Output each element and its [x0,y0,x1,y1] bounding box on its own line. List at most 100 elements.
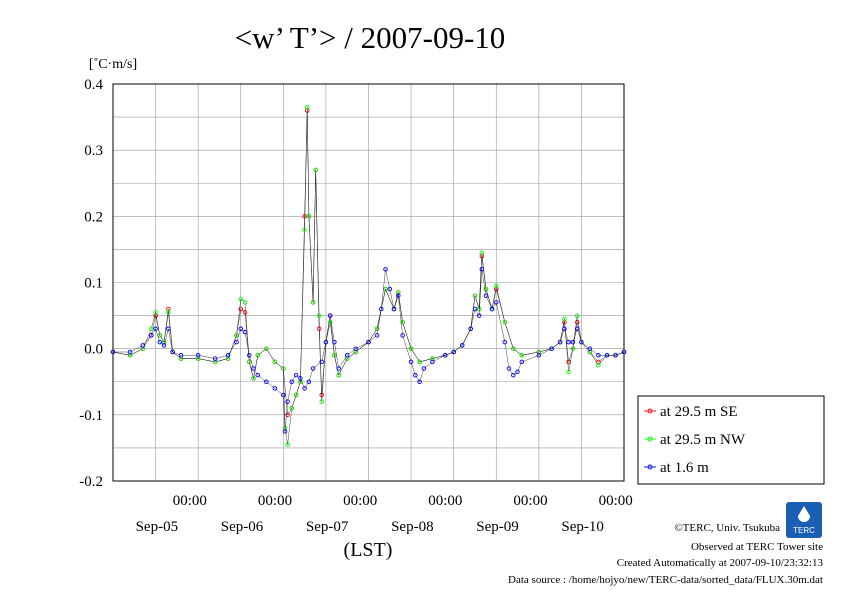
series-point [234,333,239,338]
logo-text: TERC [793,526,815,535]
series-point [140,343,146,348]
series-point [413,372,418,378]
series-point [282,429,288,434]
series-point [251,366,256,371]
series-point [242,310,248,315]
legend-swatch-marker [647,408,653,414]
series-point [336,366,341,371]
series-point [549,346,554,351]
credit-source: Data source : /home/hojyo/new/TERC-data/… [508,574,823,586]
series-point [417,359,422,365]
credit-copyright: ©TERC, Univ. Tsukuba [674,522,780,534]
legend-swatch-marker [647,436,653,442]
x-tick-date: Sep-07 [306,519,349,535]
series-point [238,306,244,312]
series-point [476,313,482,318]
legend-swatch-marker [647,464,653,470]
series-point [316,326,322,332]
series-point [536,353,542,358]
series-point [247,359,252,365]
series-point [225,353,231,358]
series-point [234,339,239,345]
series-point [489,306,495,312]
legend-label: at 29.5 m NW [660,432,746,448]
series-point [472,293,478,298]
series-point [494,300,499,305]
series-point [306,379,312,385]
series-point [396,293,401,298]
x-tick-time: 00:00 [258,493,292,509]
series-point [298,376,303,381]
series-point [511,346,516,351]
series-point [238,296,244,302]
x-tick-time: 00:00 [343,493,377,509]
series-point [483,286,489,292]
series-point [566,369,571,375]
series-point [383,267,388,272]
series-point [323,339,329,345]
series-point [483,293,489,298]
chart-title: <w’ T’> / 2007-09-10 [235,20,506,55]
y-tick-label: 0.2 [84,209,103,225]
series-point [238,326,244,332]
series-point [319,399,324,404]
series-point [353,346,358,351]
series-point [613,353,618,358]
series-point [408,346,414,351]
x-tick-date: Sep-10 [561,519,604,535]
series-point [391,306,397,312]
series-point [430,359,435,365]
series-line [113,269,625,432]
series-point [255,353,261,358]
credit-site: Observed at TERC Tower site [691,541,823,553]
series-point [570,346,576,351]
terc-logo: TERC [786,502,822,538]
series-point [178,353,184,358]
y-tick-label: 0.1 [84,276,103,292]
legend-label: at 1.6 m [660,460,709,476]
series-point [519,359,525,365]
series-group [110,104,627,447]
series-point [408,359,414,365]
y-tick-label: 0.3 [84,143,103,159]
y-tick-label: -0.2 [79,474,103,490]
series-point [251,376,256,381]
series-point [442,353,448,358]
grid [113,84,624,481]
series-point [310,366,316,371]
water-drop-icon [798,506,810,522]
x-tick-time: 00:00 [428,493,462,509]
series-point [574,313,580,318]
series-point [285,412,290,418]
series-point [285,399,290,404]
series-point [604,353,610,358]
series-point [272,359,278,365]
series-point [562,316,567,322]
series-point [502,339,508,345]
credit-created: Created Automatically at 2007-09-10/23:3… [617,557,824,569]
series-point [293,372,299,378]
series-point [379,306,384,312]
series-point [506,366,512,371]
x-tick-date: Sep-06 [221,519,264,535]
series-point [242,300,248,305]
series-point [459,343,465,348]
series-point [574,319,580,325]
series-point [472,306,478,312]
x-axis-ticks: 00:00 Sep-05 00:00 Sep-06 00:00 Sep-07 00:00 Se… [136,493,633,535]
series-point [327,319,333,325]
series-point [400,319,405,325]
series-point [451,349,456,355]
series-point [157,339,163,345]
series-point [327,313,333,318]
x-tick-time: 00:00 [513,493,547,509]
series-point [494,283,499,289]
series-point [374,326,380,332]
series-point [285,442,290,447]
series-point [366,339,371,345]
series-point [566,339,571,345]
series-point [316,313,322,318]
series-point [557,339,563,345]
series-point [170,349,175,355]
